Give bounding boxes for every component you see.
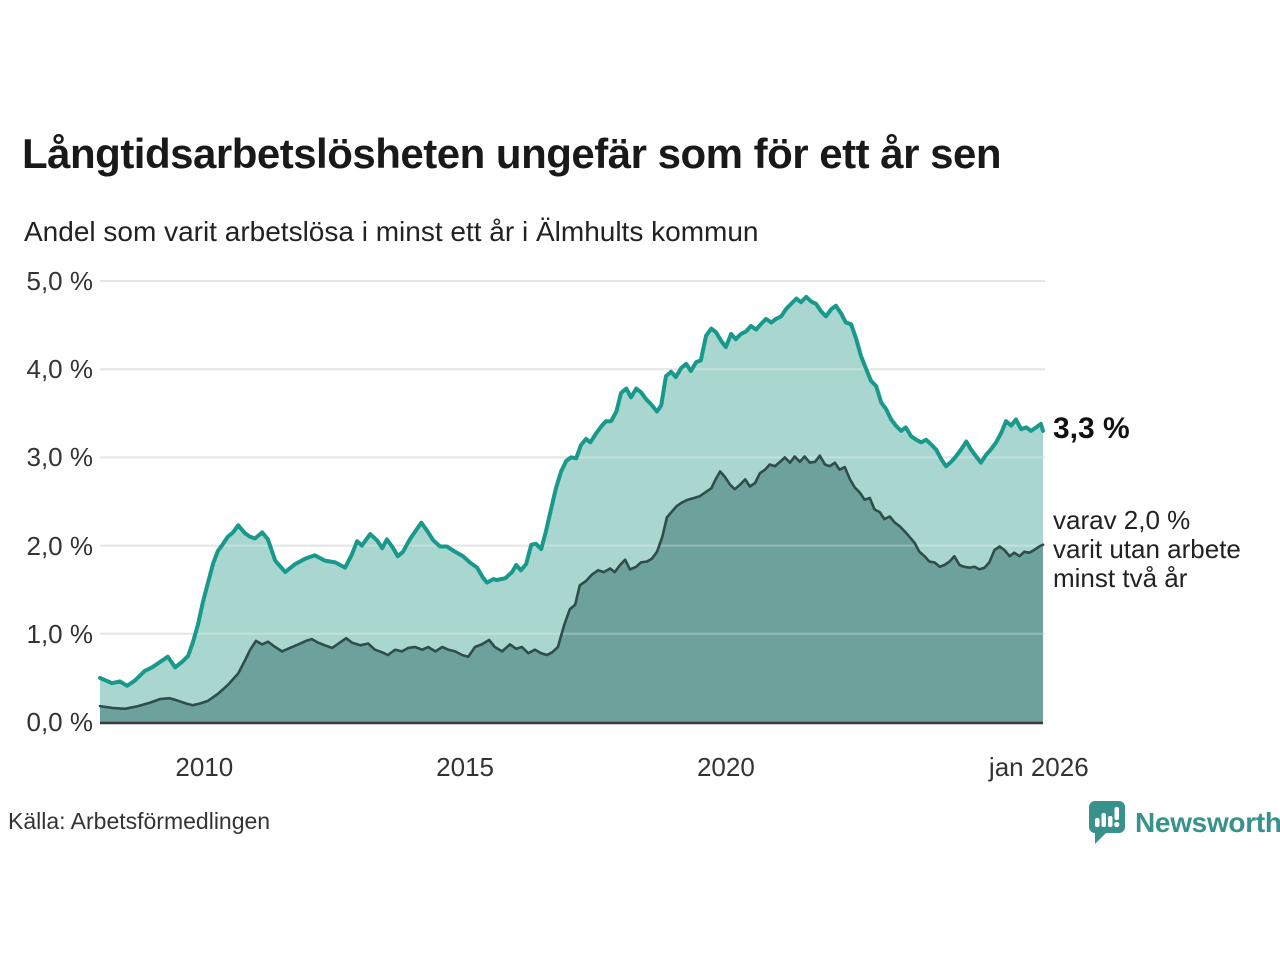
y-tick-label: 4,0 % bbox=[26, 354, 94, 385]
y-tick-label: 5,0 % bbox=[26, 266, 94, 296]
y-tick-label: 2,0 % bbox=[26, 530, 94, 561]
y-tick-label: 1,0 % bbox=[26, 618, 94, 649]
area-fills bbox=[100, 296, 1043, 722]
source-credit: Källa: Arbetsförmedlingen bbox=[8, 808, 271, 834]
page-title: Långtidsarbetslösheten ungefär som för e… bbox=[22, 130, 1002, 177]
secondary-annotation-line1: varav 2,0 % bbox=[1053, 505, 1191, 535]
brand-logo: Newsworthy bbox=[1088, 800, 1280, 846]
series-line-minst-ett-ar bbox=[98, 294, 1045, 688]
secondary-annotation-line3: minst två år bbox=[1053, 563, 1188, 593]
end-value-annotation: 3,3 % bbox=[1053, 412, 1130, 445]
area-fill-minst-tva-ar bbox=[100, 455, 1043, 722]
series-lines bbox=[98, 294, 1045, 711]
x-tick-label: jan 2026 bbox=[988, 752, 1089, 782]
y-tick-label: 0,0 % bbox=[26, 707, 94, 737]
brand-wordmark: Newsworthy bbox=[1135, 807, 1280, 838]
secondary-annotation-line2: varit utan arbete bbox=[1053, 534, 1241, 564]
x-tick-label: 2020 bbox=[696, 752, 755, 782]
x-tick-label: 2010 bbox=[175, 752, 234, 782]
x-tick-label: 2015 bbox=[436, 752, 495, 782]
secondary-annotation: varav 2,0 % varit utan arbete minst två … bbox=[1053, 506, 1241, 593]
newsworthy-icon bbox=[1089, 801, 1125, 844]
series-line-minst-tva-ar bbox=[98, 454, 1045, 711]
chart-subtitle: Andel som varit arbetslösa i minst ett å… bbox=[24, 216, 759, 247]
y-tick-label: 3,0 % bbox=[26, 442, 94, 473]
